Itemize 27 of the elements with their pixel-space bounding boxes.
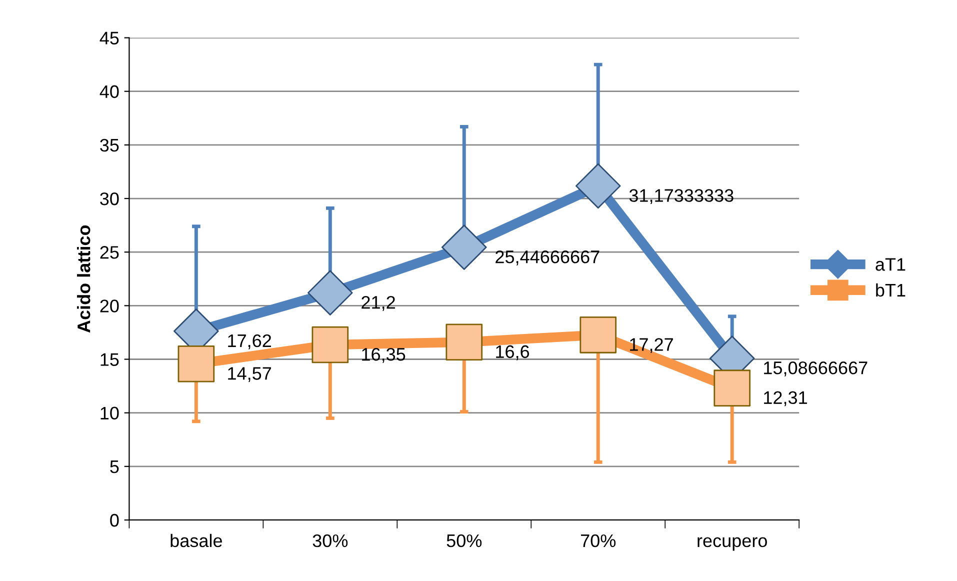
y-tick-label: 25 — [100, 246, 119, 259]
y-tick-label: 40 — [100, 85, 119, 98]
x-tick-label: recupero — [698, 537, 767, 551]
y-tick-label: 30 — [100, 192, 119, 206]
data-label: 16,6 — [496, 345, 530, 360]
data-label: 17,62 — [228, 334, 272, 350]
data-label: 25,44666667 — [496, 250, 600, 266]
y-tick-label: 5 — [110, 460, 119, 474]
y-axis-title: Acido lattico — [77, 225, 90, 333]
data-label: 15,08666667 — [764, 361, 868, 376]
data-label: 21,2 — [362, 296, 395, 311]
data-label: 14,57 — [228, 367, 272, 382]
y-tick-label: 10 — [100, 406, 119, 420]
x-tick-label: 70% — [580, 534, 616, 548]
y-tick-label: 45 — [100, 32, 119, 44]
x-tick-label: 50% — [446, 534, 482, 548]
x-tick-label: basale — [170, 534, 222, 548]
x-tick-label: 30% — [312, 534, 348, 548]
legend-label: bT1 — [876, 283, 906, 297]
y-tick-label: 35 — [100, 138, 119, 152]
data-label: 31,17333333 — [629, 189, 734, 204]
y-tick-label: 0 — [110, 514, 119, 527]
data-label: 16,35 — [362, 348, 406, 363]
legend-label: aT1 — [876, 258, 906, 271]
y-tick-label: 20 — [100, 300, 119, 312]
data-label: 12,31 — [764, 391, 807, 406]
y-tick-label: 15 — [100, 353, 119, 366]
